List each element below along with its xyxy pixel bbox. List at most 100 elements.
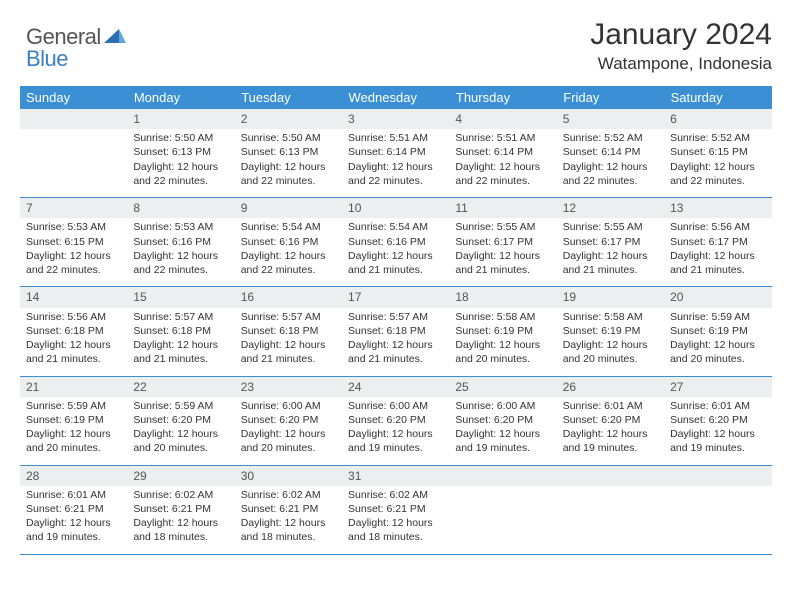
day-detail-cell: Sunrise: 5:52 AMSunset: 6:14 PMDaylight:… [557, 129, 664, 198]
day-number-cell: 5 [557, 109, 664, 129]
day-number-cell: 26 [557, 376, 664, 397]
day-number-cell: 8 [127, 198, 234, 219]
day-detail-text: Sunrise: 5:54 AMSunset: 6:16 PMDaylight:… [348, 220, 443, 278]
day-number-cell: 23 [235, 376, 342, 397]
day-detail-cell: Sunrise: 6:01 AMSunset: 6:21 PMDaylight:… [20, 486, 127, 555]
day-detail-text: Sunrise: 5:57 AMSunset: 6:18 PMDaylight:… [241, 310, 336, 368]
day-detail-cell: Sunrise: 6:02 AMSunset: 6:21 PMDaylight:… [127, 486, 234, 555]
day-detail-row: Sunrise: 5:53 AMSunset: 6:15 PMDaylight:… [20, 218, 772, 287]
day-number-cell [557, 465, 664, 486]
day-number-cell: 22 [127, 376, 234, 397]
day-number-cell: 16 [235, 287, 342, 308]
day-detail-text: Sunrise: 5:51 AMSunset: 6:14 PMDaylight:… [348, 131, 443, 189]
day-number-cell: 24 [342, 376, 449, 397]
day-number-cell: 20 [664, 287, 771, 308]
day-detail-text [563, 488, 658, 546]
day-number-cell: 2 [235, 109, 342, 129]
column-header: Friday [557, 86, 664, 109]
day-detail-text: Sunrise: 6:00 AMSunset: 6:20 PMDaylight:… [455, 399, 550, 457]
calendar-table: SundayMondayTuesdayWednesdayThursdayFrid… [20, 86, 772, 555]
day-detail-cell: Sunrise: 5:55 AMSunset: 6:17 PMDaylight:… [449, 218, 556, 287]
day-number-cell: 11 [449, 198, 556, 219]
day-number-cell: 17 [342, 287, 449, 308]
day-detail-text [670, 488, 765, 546]
day-number-cell: 28 [20, 465, 127, 486]
day-detail-cell [20, 129, 127, 198]
day-detail-cell: Sunrise: 5:56 AMSunset: 6:18 PMDaylight:… [20, 308, 127, 377]
day-detail-cell: Sunrise: 5:56 AMSunset: 6:17 PMDaylight:… [664, 218, 771, 287]
day-detail-cell: Sunrise: 6:01 AMSunset: 6:20 PMDaylight:… [557, 397, 664, 466]
day-detail-text: Sunrise: 6:00 AMSunset: 6:20 PMDaylight:… [348, 399, 443, 457]
day-detail-text: Sunrise: 6:02 AMSunset: 6:21 PMDaylight:… [133, 488, 228, 546]
day-number-row: 21222324252627 [20, 376, 772, 397]
day-detail-cell: Sunrise: 5:58 AMSunset: 6:19 PMDaylight:… [557, 308, 664, 377]
calendar-body: 123456Sunrise: 5:50 AMSunset: 6:13 PMDay… [20, 109, 772, 554]
logo-text-blue-row: Blue [26, 46, 68, 72]
day-detail-text: Sunrise: 5:50 AMSunset: 6:13 PMDaylight:… [241, 131, 336, 189]
day-detail-text: Sunrise: 5:57 AMSunset: 6:18 PMDaylight:… [348, 310, 443, 368]
day-number-cell [449, 465, 556, 486]
column-header: Tuesday [235, 86, 342, 109]
day-detail-text: Sunrise: 5:52 AMSunset: 6:15 PMDaylight:… [670, 131, 765, 189]
day-detail-cell: Sunrise: 5:54 AMSunset: 6:16 PMDaylight:… [235, 218, 342, 287]
day-detail-cell: Sunrise: 6:00 AMSunset: 6:20 PMDaylight:… [342, 397, 449, 466]
day-detail-text: Sunrise: 5:58 AMSunset: 6:19 PMDaylight:… [563, 310, 658, 368]
day-detail-text: Sunrise: 6:01 AMSunset: 6:21 PMDaylight:… [26, 488, 121, 546]
day-detail-text: Sunrise: 5:59 AMSunset: 6:20 PMDaylight:… [133, 399, 228, 457]
day-detail-cell: Sunrise: 5:59 AMSunset: 6:19 PMDaylight:… [664, 308, 771, 377]
column-header: Wednesday [342, 86, 449, 109]
day-number-row: 78910111213 [20, 198, 772, 219]
day-detail-cell: Sunrise: 5:51 AMSunset: 6:14 PMDaylight:… [449, 129, 556, 198]
day-detail-cell [664, 486, 771, 555]
day-detail-text: Sunrise: 5:55 AMSunset: 6:17 PMDaylight:… [455, 220, 550, 278]
day-detail-text: Sunrise: 5:58 AMSunset: 6:19 PMDaylight:… [455, 310, 550, 368]
day-detail-text: Sunrise: 5:53 AMSunset: 6:16 PMDaylight:… [133, 220, 228, 278]
day-detail-cell: Sunrise: 6:01 AMSunset: 6:20 PMDaylight:… [664, 397, 771, 466]
day-detail-text: Sunrise: 5:57 AMSunset: 6:18 PMDaylight:… [133, 310, 228, 368]
day-number-cell: 27 [664, 376, 771, 397]
day-number-cell: 14 [20, 287, 127, 308]
day-detail-text: Sunrise: 5:53 AMSunset: 6:15 PMDaylight:… [26, 220, 121, 278]
day-detail-cell: Sunrise: 6:02 AMSunset: 6:21 PMDaylight:… [235, 486, 342, 555]
calendar-header: SundayMondayTuesdayWednesdayThursdayFrid… [20, 86, 772, 109]
day-detail-row: Sunrise: 5:56 AMSunset: 6:18 PMDaylight:… [20, 308, 772, 377]
day-number-cell: 7 [20, 198, 127, 219]
day-detail-text [26, 131, 121, 189]
day-detail-text: Sunrise: 5:50 AMSunset: 6:13 PMDaylight:… [133, 131, 228, 189]
day-detail-text: Sunrise: 5:51 AMSunset: 6:14 PMDaylight:… [455, 131, 550, 189]
day-detail-text: Sunrise: 5:55 AMSunset: 6:17 PMDaylight:… [563, 220, 658, 278]
day-number-cell [664, 465, 771, 486]
day-detail-text: Sunrise: 6:01 AMSunset: 6:20 PMDaylight:… [670, 399, 765, 457]
day-number-cell: 3 [342, 109, 449, 129]
day-detail-cell: Sunrise: 5:57 AMSunset: 6:18 PMDaylight:… [342, 308, 449, 377]
day-number-cell: 12 [557, 198, 664, 219]
day-detail-cell: Sunrise: 5:59 AMSunset: 6:20 PMDaylight:… [127, 397, 234, 466]
column-header: Thursday [449, 86, 556, 109]
day-detail-cell: Sunrise: 5:57 AMSunset: 6:18 PMDaylight:… [235, 308, 342, 377]
day-number-cell: 19 [557, 287, 664, 308]
header: General January 2024 Watampone, Indonesi… [20, 18, 772, 74]
title-block: January 2024 Watampone, Indonesia [590, 18, 772, 74]
day-detail-text: Sunrise: 5:56 AMSunset: 6:17 PMDaylight:… [670, 220, 765, 278]
day-detail-row: Sunrise: 5:59 AMSunset: 6:19 PMDaylight:… [20, 397, 772, 466]
day-detail-cell: Sunrise: 5:50 AMSunset: 6:13 PMDaylight:… [127, 129, 234, 198]
day-detail-cell: Sunrise: 6:00 AMSunset: 6:20 PMDaylight:… [449, 397, 556, 466]
day-detail-text: Sunrise: 6:02 AMSunset: 6:21 PMDaylight:… [241, 488, 336, 546]
day-detail-cell: Sunrise: 5:52 AMSunset: 6:15 PMDaylight:… [664, 129, 771, 198]
day-number-cell: 1 [127, 109, 234, 129]
day-number-cell: 21 [20, 376, 127, 397]
page-title: January 2024 [590, 18, 772, 52]
day-detail-cell: Sunrise: 6:00 AMSunset: 6:20 PMDaylight:… [235, 397, 342, 466]
day-detail-text: Sunrise: 5:52 AMSunset: 6:14 PMDaylight:… [563, 131, 658, 189]
day-number-row: 123456 [20, 109, 772, 129]
day-number-cell: 31 [342, 465, 449, 486]
day-detail-text: Sunrise: 5:59 AMSunset: 6:19 PMDaylight:… [26, 399, 121, 457]
day-detail-cell: Sunrise: 5:59 AMSunset: 6:19 PMDaylight:… [20, 397, 127, 466]
day-detail-cell [557, 486, 664, 555]
day-number-cell: 18 [449, 287, 556, 308]
logo-triangle-icon [104, 27, 126, 48]
day-detail-cell [449, 486, 556, 555]
day-detail-text: Sunrise: 5:54 AMSunset: 6:16 PMDaylight:… [241, 220, 336, 278]
column-header: Saturday [664, 86, 771, 109]
day-detail-cell: Sunrise: 5:57 AMSunset: 6:18 PMDaylight:… [127, 308, 234, 377]
